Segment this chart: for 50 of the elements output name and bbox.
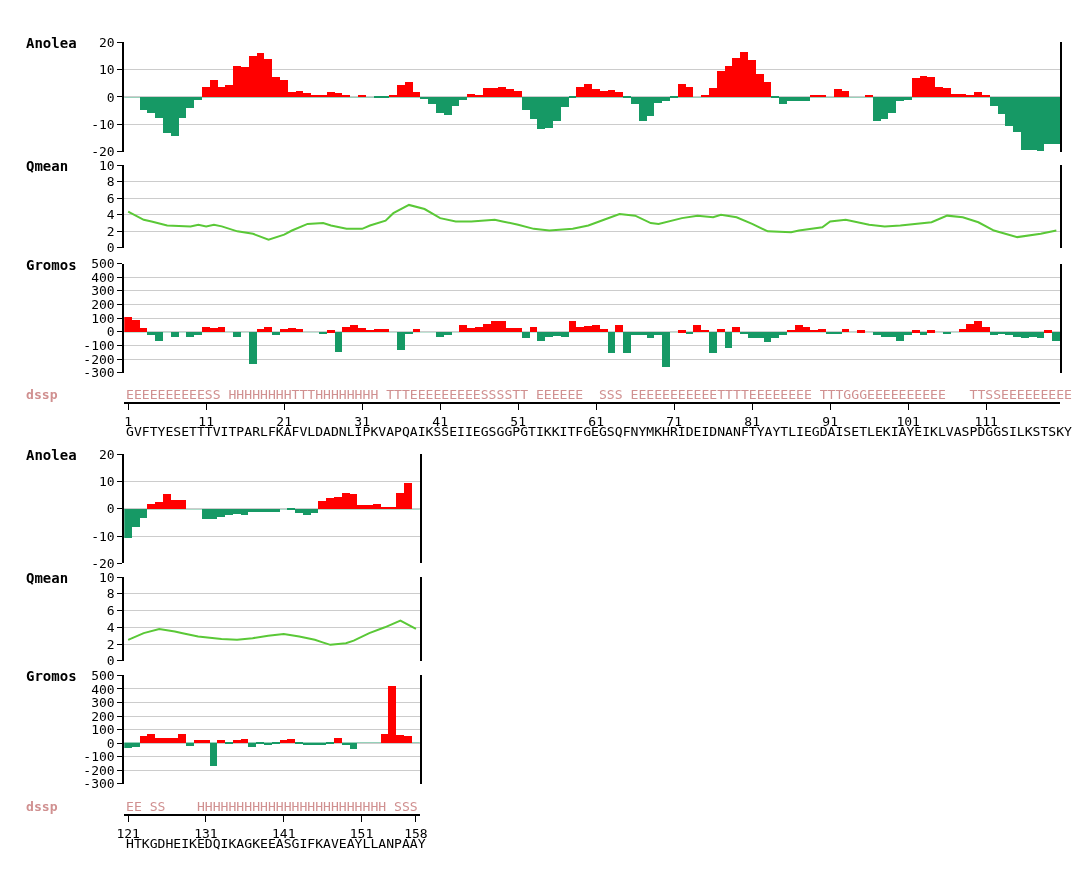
chart-title: Qmean: [26, 158, 69, 174]
y-tick-label: -10: [91, 116, 115, 132]
y-tick-label: 0: [106, 653, 115, 669]
text: dssp: [26, 799, 58, 814]
y-tick-label: 400: [91, 681, 115, 697]
text: EEEEEEEEEESS HHHHHHHHTTTHHHHHHHH TTTEEEEEEEEESSSSTT EEEEEE SSS EEEEEEEEEEETTTTEEEEEEEE TTTGGGEEEEEEEEEE TTSSEEEEEEEEE: [126, 387, 1073, 402]
y-tick-label: -20: [91, 555, 115, 571]
y-tick-label: 300: [91, 695, 115, 711]
y-tick-label: -300: [83, 365, 115, 381]
chart-title: Gromos: [26, 257, 77, 273]
chart-title: Anolea: [26, 35, 77, 51]
y-tick-label: 100: [91, 722, 115, 738]
y-tick-label: 10: [99, 62, 115, 78]
y-tick-label: -100: [83, 749, 115, 765]
y-tick-label: 4: [106, 207, 115, 223]
y-tick-label: 200: [91, 297, 115, 313]
y-tick-label: 6: [106, 190, 115, 206]
y-tick-label: 8: [106, 174, 115, 190]
y-tick-label: -200: [83, 351, 115, 367]
text: dssp: [26, 387, 58, 402]
chart-title: Anolea: [26, 447, 77, 463]
y-tick-label: 0: [106, 89, 115, 105]
y-tick-label: 400: [91, 269, 115, 285]
y-tick-label: 4: [106, 619, 115, 635]
y-tick-label: 300: [91, 283, 115, 299]
y-tick-label: 100: [91, 310, 115, 326]
y-tick-label: 8: [106, 586, 115, 602]
y-tick-label: -200: [83, 762, 115, 778]
y-tick-label: 2: [106, 636, 115, 652]
y-tick-label: 200: [91, 708, 115, 724]
y-tick-label: 500: [91, 668, 115, 684]
y-tick-label: 0: [106, 501, 115, 517]
y-tick-label: 2: [106, 223, 115, 239]
y-tick-label: -100: [83, 337, 115, 353]
y-tick-label: 10: [99, 157, 115, 173]
y-tick-label: 10: [99, 474, 115, 490]
y-tick-label: 0: [106, 240, 115, 256]
y-tick-label: 0: [106, 324, 115, 340]
y-tick-label: -10: [91, 528, 115, 544]
y-tick-label: -300: [83, 776, 115, 792]
y-tick-label: 10: [99, 569, 115, 585]
text: EE SS HHHHHHHHHHHHHHHHHHHHHHHH SSS: [126, 799, 426, 814]
y-tick-label: 0: [106, 735, 115, 751]
y-tick-label: -20: [91, 144, 115, 160]
chart-title: Gromos: [26, 668, 77, 684]
y-tick-label: 20: [99, 34, 115, 50]
y-tick-label: 500: [91, 256, 115, 272]
y-tick-label: 20: [99, 446, 115, 462]
chart-title: Qmean: [26, 570, 69, 586]
y-tick-label: 6: [106, 603, 115, 619]
